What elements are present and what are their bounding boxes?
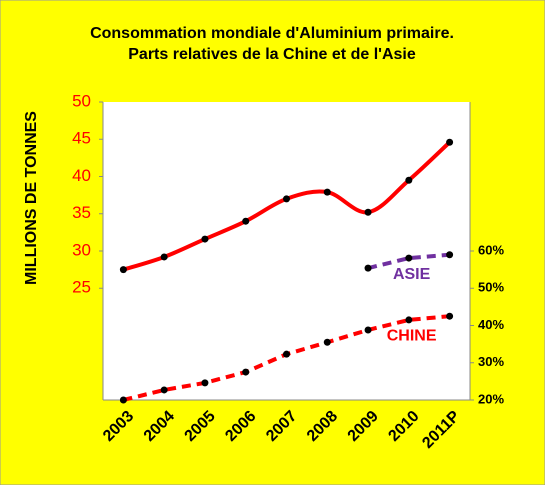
y-tick-label: 45 [72, 129, 91, 148]
marker [405, 254, 413, 262]
y2-tick-label: 60% [478, 242, 504, 257]
marker [160, 386, 168, 394]
chart-title: Consommation mondiale d'Aluminium primai… [90, 25, 454, 42]
marker [446, 312, 454, 320]
y2-tick-label: 40% [478, 317, 504, 332]
y2-tick-label: 30% [478, 354, 504, 369]
marker [446, 251, 454, 259]
series-label: CHINE [387, 327, 437, 344]
y2-tick-label: 50% [478, 280, 504, 295]
plot-area [103, 102, 470, 400]
marker [405, 316, 413, 324]
chart-title: Parts relatives de la Chine et de l'Asie [128, 46, 416, 63]
marker [364, 264, 372, 272]
marker [201, 379, 209, 387]
series-label: ASIE [393, 266, 431, 283]
marker [446, 138, 454, 146]
marker [364, 326, 372, 334]
marker [119, 396, 127, 404]
marker [119, 266, 127, 274]
y-tick-label: 30 [72, 240, 91, 259]
y-tick-label: 50 [72, 91, 91, 110]
marker [283, 350, 290, 358]
marker [242, 368, 250, 376]
y-tick-label: 25 [72, 278, 91, 297]
marker [160, 253, 168, 261]
y-axis-label: MILLIONS DE TONNES [23, 111, 40, 285]
marker [405, 176, 413, 184]
marker [201, 235, 209, 243]
y2-tick-label: 20% [478, 391, 504, 406]
marker [364, 208, 372, 216]
marker [323, 188, 331, 196]
marker [283, 195, 290, 203]
y-tick-label: 40 [72, 166, 91, 185]
y-tick-label: 35 [72, 203, 91, 222]
marker [323, 338, 331, 346]
marker [242, 217, 250, 225]
